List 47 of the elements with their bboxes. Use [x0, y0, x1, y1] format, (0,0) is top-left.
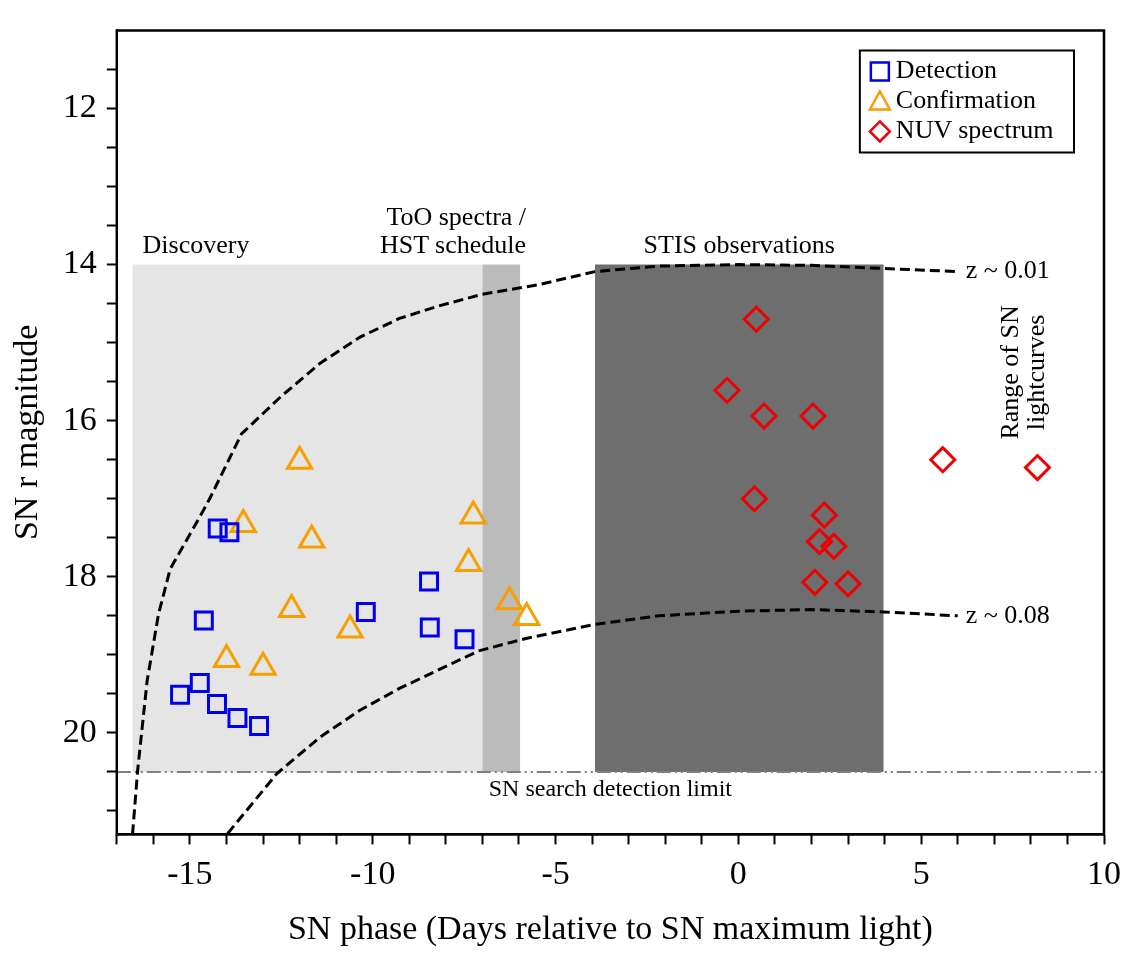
point [419, 617, 440, 638]
x-tick-label: 5 [912, 853, 930, 891]
point [454, 629, 475, 650]
y-tick-label: 12 [62, 87, 97, 125]
legend-label: Confirmation [895, 85, 1036, 115]
point [419, 571, 440, 592]
point [1023, 454, 1051, 482]
point [820, 532, 848, 560]
annotation: z ~ 0.01 [965, 255, 1050, 285]
point [810, 501, 838, 529]
point [193, 610, 214, 631]
annotation: Range of SN lightcurves [994, 305, 1050, 440]
point [750, 402, 778, 430]
point [742, 305, 770, 333]
point [189, 672, 210, 693]
legend-label: NUV spectrum [895, 115, 1054, 145]
y-tick-label: 16 [62, 399, 97, 437]
x-axis-title: SN phase (Days relative to SN maximum light) [287, 908, 933, 947]
point [713, 376, 741, 404]
band-label: STIS observations [643, 229, 835, 259]
y-tick-label: 14 [62, 243, 97, 281]
x-tick-label: 0 [729, 853, 747, 891]
point [799, 402, 827, 430]
point [227, 708, 248, 729]
point [740, 485, 768, 513]
point [249, 715, 270, 736]
y-tick-label: 20 [62, 711, 97, 749]
legend-label: Detection [895, 55, 997, 85]
x-tick-label: -15 [167, 853, 213, 891]
ref-line-label: SN search detection limit [488, 775, 733, 802]
y-tick-label: 18 [62, 555, 97, 593]
x-tick-label: -10 [350, 853, 396, 891]
x-tick-label: -5 [541, 853, 570, 891]
point [207, 518, 228, 539]
point [834, 570, 862, 598]
point [219, 522, 240, 543]
point [355, 601, 376, 622]
point [929, 446, 957, 474]
y-axis-title: SN r magnitude [7, 324, 45, 541]
band-label: Discovery [142, 229, 250, 259]
x-tick-label: 10 [1087, 853, 1121, 891]
point [806, 528, 834, 556]
annotation: z ~ 0.08 [965, 599, 1050, 629]
point [170, 684, 191, 705]
point [801, 568, 829, 596]
band-label: ToO spectra / HST schedule [379, 201, 527, 259]
point [207, 694, 227, 715]
